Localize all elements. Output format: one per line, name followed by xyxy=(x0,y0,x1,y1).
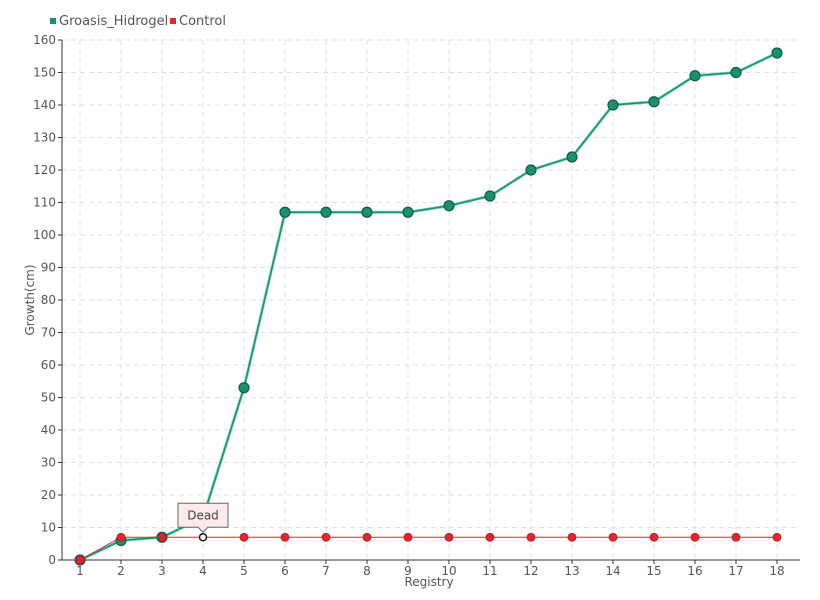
x-tick-label: 17 xyxy=(728,564,743,578)
y-tick-label: 110 xyxy=(33,196,56,210)
x-tick-label: 4 xyxy=(199,564,207,578)
legend-label-groasis: Groasis_Hidrogel xyxy=(59,14,168,29)
data-point-control[interactable] xyxy=(690,532,700,542)
data-point-control[interactable] xyxy=(362,532,372,542)
data-point-control[interactable] xyxy=(731,532,741,542)
data-point-control[interactable] xyxy=(485,532,495,542)
y-tick-label: 10 xyxy=(41,521,56,535)
x-tick-label: 1 xyxy=(76,564,84,578)
data-point-control[interactable] xyxy=(280,532,290,542)
tooltip-box xyxy=(177,502,229,533)
y-tick-label: 120 xyxy=(33,163,56,177)
x-tick-label: 16 xyxy=(687,564,702,578)
y-tick-label: 140 xyxy=(33,98,56,112)
legend: Groasis_Hidrogel Control xyxy=(50,14,226,29)
legend-swatch-control xyxy=(170,18,176,24)
x-tick-label: 6 xyxy=(281,564,289,578)
data-point-control[interactable] xyxy=(526,532,536,542)
y-tick-label: 50 xyxy=(41,391,56,405)
data-point-control[interactable] xyxy=(321,532,331,542)
x-tick-labels: 1 2 3 4 5 6 7 8 9 10 11 12 13 14 15 16 17 18 xyxy=(76,560,785,578)
y-tick-label: 40 xyxy=(41,423,56,437)
legend-item-groasis[interactable]: Groasis_Hidrogel xyxy=(50,14,168,29)
x-tick-label: 12 xyxy=(523,564,538,578)
data-point-groasis[interactable] xyxy=(238,382,250,394)
data-point-control[interactable] xyxy=(649,532,659,542)
y-tick-label: 0 xyxy=(48,553,56,567)
x-tick-label: 2 xyxy=(117,564,125,578)
data-point-control[interactable] xyxy=(75,555,85,565)
data-point-groasis[interactable] xyxy=(402,206,414,218)
data-point-control[interactable] xyxy=(116,532,126,542)
y-tick-label: 130 xyxy=(33,131,56,145)
y-tick-label: 20 xyxy=(41,488,56,502)
data-point-groasis[interactable] xyxy=(525,164,537,176)
x-tick-label: 14 xyxy=(605,564,620,578)
tooltip-text: Dead xyxy=(187,508,219,522)
x-tick-label: 7 xyxy=(322,564,330,578)
series xyxy=(74,47,783,566)
data-point-groasis[interactable] xyxy=(771,47,783,59)
y-tick-labels: 0 10 20 30 40 50 60 70 80 90 100 110 120 130 140 150 160 xyxy=(33,33,62,567)
data-point-groasis[interactable] xyxy=(648,96,660,108)
x-tick-label: 5 xyxy=(240,564,248,578)
data-point-control[interactable] xyxy=(608,532,618,542)
x-tick-label: 13 xyxy=(564,564,579,578)
data-point-groasis[interactable] xyxy=(320,206,332,218)
data-point-groasis[interactable] xyxy=(730,66,742,79)
y-tick-label: 150 xyxy=(33,66,56,80)
series-line-groasis xyxy=(79,52,778,561)
data-point-control[interactable] xyxy=(772,532,782,542)
legend-label-control: Control xyxy=(179,14,226,29)
annotation-tooltip: Dead xyxy=(177,502,229,533)
data-point-groasis[interactable] xyxy=(566,151,578,163)
data-point-groasis[interactable] xyxy=(361,206,373,218)
legend-swatch-groasis xyxy=(50,18,56,24)
y-tick-label: 60 xyxy=(41,358,56,372)
data-point-control[interactable] xyxy=(444,532,454,542)
series-groasis-hidrogel xyxy=(74,47,783,566)
y-axis-title: Growth(cm) xyxy=(23,264,37,335)
y-tick-label: 90 xyxy=(41,261,56,275)
x-tick-label: 10 xyxy=(441,564,456,578)
data-point-groasis[interactable] xyxy=(484,190,496,202)
x-tick-label: 11 xyxy=(482,564,497,578)
x-tick-label: 3 xyxy=(158,564,166,578)
data-point-groasis[interactable] xyxy=(689,70,701,82)
x-tick-label: 18 xyxy=(769,564,784,578)
y-tick-label: 160 xyxy=(33,33,56,47)
x-tick-label: 15 xyxy=(646,564,661,578)
data-point-control[interactable] xyxy=(239,532,249,542)
y-tick-label: 70 xyxy=(41,326,56,340)
x-tick-label: 8 xyxy=(363,564,371,578)
legend-item-control[interactable]: Control xyxy=(170,14,226,29)
data-point-groasis[interactable] xyxy=(279,206,291,218)
x-tick-label: 9 xyxy=(404,564,412,578)
grid xyxy=(62,39,800,560)
data-point-control[interactable] xyxy=(157,532,167,542)
x-axis-title: Registry xyxy=(404,575,453,589)
data-point-control[interactable] xyxy=(567,532,577,542)
series-control xyxy=(75,532,782,565)
y-tick-label: 80 xyxy=(41,293,56,307)
series-line-control xyxy=(79,536,777,561)
data-point-groasis[interactable] xyxy=(443,200,455,212)
data-point-control[interactable] xyxy=(403,532,413,542)
series-line-groasis-halo xyxy=(79,51,778,562)
annotations: Dead xyxy=(177,502,229,533)
data-point-groasis[interactable] xyxy=(607,99,619,111)
y-tick-label: 30 xyxy=(41,456,56,470)
data-point-control-highlight[interactable] xyxy=(198,533,208,542)
y-tick-label: 100 xyxy=(33,228,56,242)
